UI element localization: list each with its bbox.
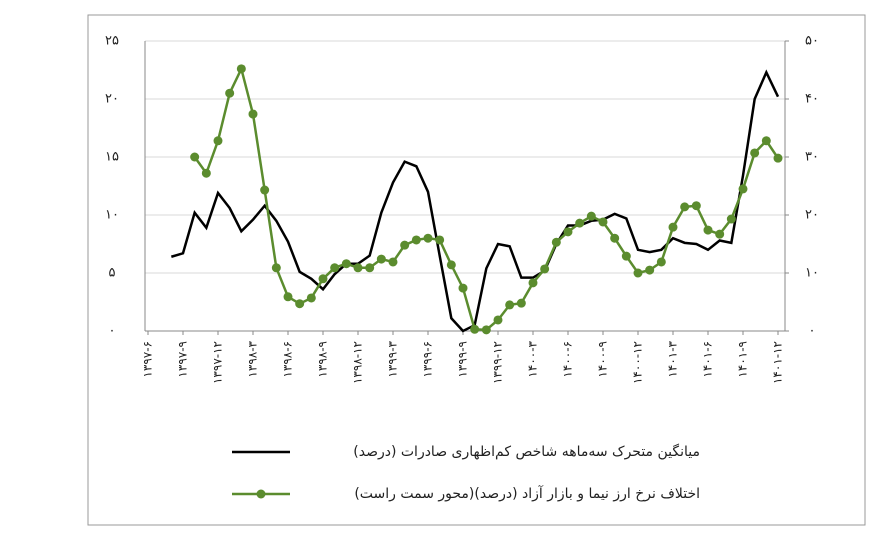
y2-tick-label: ۴۰ [805, 92, 819, 107]
y2-tick-label: ۲۰ [805, 208, 819, 223]
point [318, 274, 328, 284]
point [190, 152, 200, 162]
point [271, 263, 281, 273]
point [703, 225, 713, 235]
point [726, 214, 736, 224]
y-tick-label: ۵ [109, 266, 116, 281]
point [551, 237, 561, 247]
point [470, 324, 480, 334]
point [458, 283, 468, 293]
point [575, 218, 585, 228]
y-tick-label: ۰ [109, 324, 116, 339]
point [540, 264, 550, 274]
x-tick-label: ۱۳۹۹-۹ [456, 341, 470, 378]
point [435, 235, 445, 245]
point [645, 265, 655, 275]
point [353, 263, 363, 273]
point [750, 148, 760, 158]
point [236, 64, 246, 74]
point [633, 268, 643, 278]
x-tick-label: ۱۴۰۰-۶ [561, 341, 575, 378]
point [388, 257, 398, 267]
point [738, 184, 748, 194]
point [563, 227, 573, 237]
point [516, 298, 526, 308]
point [610, 233, 620, 243]
y-tick-label: ۲۰ [105, 92, 119, 107]
y-tick-label: ۱۵ [105, 150, 119, 165]
point [260, 185, 270, 195]
x-tick-label: ۱۴۰۱-۳ [666, 340, 680, 377]
point [365, 263, 375, 273]
point [376, 254, 386, 264]
x-tick-label: ۱۴۰۰-۹ [596, 341, 610, 378]
x-tick-label: ۱۴۰۰-۱۲ [631, 341, 645, 384]
point [446, 260, 456, 270]
x-tick-label: ۱۳۹۷-۱۲ [211, 341, 225, 384]
x-tick-label: ۱۴۰۱-۱۲ [771, 341, 785, 384]
y2-tick-label: ۵۰ [805, 34, 819, 49]
x-tick-label: ۱۳۹۸-۳ [246, 340, 260, 377]
point [295, 299, 305, 309]
point [201, 168, 211, 178]
x-tick-label: ۱۴۰۱-۹ [736, 341, 750, 378]
point [715, 229, 725, 239]
point [691, 201, 701, 211]
point [528, 278, 538, 288]
point [400, 240, 410, 250]
y2-tick-label: ۳۰ [805, 150, 819, 165]
legend-label: اختلاف نرخ ارز نیما و بازار آزاد (درصد)(… [354, 485, 700, 502]
point [773, 153, 783, 163]
legend-marker [256, 489, 266, 499]
point [225, 88, 235, 98]
x-tick-label: ۱۳۹۷-۹ [176, 341, 190, 378]
point [680, 202, 690, 212]
point [668, 222, 678, 232]
chart-frame [87, 14, 866, 526]
y2-tick-label: ۰ [809, 324, 816, 339]
point [598, 217, 608, 227]
point [306, 293, 316, 303]
y2-tick-label: ۱۰ [805, 266, 819, 281]
point [505, 300, 515, 310]
y-tick-label: ۱۰ [105, 208, 119, 223]
point [656, 257, 666, 267]
point [423, 233, 433, 243]
point [493, 315, 503, 325]
point [330, 263, 340, 273]
x-tick-label: ۱۳۹۸-۶ [281, 341, 295, 378]
x-tick-label: ۱۳۹۷-۶ [141, 341, 155, 378]
point [586, 211, 596, 221]
point [481, 325, 491, 335]
point [248, 109, 258, 119]
point [761, 136, 771, 146]
point [341, 259, 351, 269]
y-tick-label: ۲۵ [105, 34, 119, 49]
x-tick-label: ۱۳۹۹-۳ [386, 340, 400, 377]
point [283, 292, 293, 302]
x-tick-label: ۱۳۹۹-۱۲ [491, 341, 505, 384]
point [411, 235, 421, 245]
x-tick-label: ۱۴۰۰-۳ [526, 340, 540, 377]
x-tick-label: ۱۳۹۸-۹ [316, 341, 330, 378]
x-tick-label: ۱۳۹۹-۶ [421, 341, 435, 378]
x-tick-label: ۱۳۹۸-۱۲ [351, 341, 365, 384]
x-tick-label: ۱۴۰۱-۶ [701, 341, 715, 378]
point [621, 251, 631, 261]
legend-label: میانگین متحرک سه‌ماهه شاخص کم‌اظهاری صاد… [353, 443, 700, 460]
point [213, 136, 223, 146]
